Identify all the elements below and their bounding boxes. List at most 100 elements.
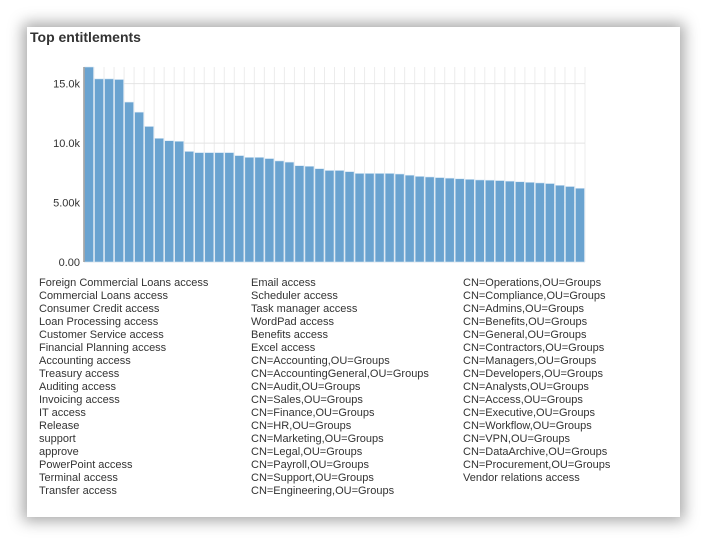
bar: [474, 179, 485, 263]
x-tick-label: CN=Operations,OU=Groups: [463, 277, 602, 289]
x-tick-label: CN=Payroll,OU=Groups: [251, 459, 369, 471]
x-tick-label: CN=AccountingGeneral,OU=Groups: [251, 368, 429, 380]
x-tick-label: CN=Accounting,OU=Groups: [251, 355, 390, 367]
bar: [124, 101, 134, 263]
x-tick-label: Invoicing access: [39, 394, 120, 406]
bar: [324, 170, 335, 263]
x-tick-label: Scheduler access: [251, 290, 338, 302]
y-tick-label: 0.00: [59, 257, 80, 269]
bar: [525, 182, 535, 263]
x-tick-label: Vendor relations access: [463, 472, 580, 484]
x-tick-label: CN=Marketing,OU=Groups: [251, 433, 384, 445]
x-tick-label: CN=DataArchive,OU=Groups: [463, 446, 608, 458]
x-tick-label: CN=Support,OU=Groups: [251, 472, 374, 484]
x-tick-label: CN=Access,OU=Groups: [463, 394, 583, 406]
x-tick-label: WordPad access: [251, 316, 334, 328]
bar: [505, 180, 515, 263]
panel-title: Top entitlements: [30, 29, 141, 45]
bar: [304, 165, 315, 263]
bar: [244, 157, 255, 263]
bar: [384, 173, 395, 263]
bar: [404, 174, 415, 263]
x-tick-label: CN=Compliance,OU=Groups: [463, 290, 606, 302]
bar: [354, 173, 365, 263]
bar: [154, 138, 164, 263]
x-tick-label: PowerPoint access: [39, 459, 133, 471]
bar: [254, 157, 265, 263]
bar: [545, 183, 555, 263]
bar: [164, 140, 174, 263]
bar: [484, 179, 495, 263]
bar: [565, 186, 575, 263]
x-tick-label: CN=Legal,OU=Groups: [251, 446, 363, 458]
bar: [184, 151, 195, 263]
x-tick-label: CN=General,OU=Groups: [463, 329, 587, 341]
bar: [134, 111, 144, 263]
bar: [224, 152, 235, 263]
bar: [575, 187, 585, 263]
bar: [264, 158, 275, 263]
chart-panel: Top entitlements 0.00 5.00k 10.0k 15.0k For…: [27, 27, 680, 517]
x-tick-label: Loan Processing access: [39, 316, 159, 328]
bar: [194, 152, 205, 263]
x-tick-label: CN=Analysts,OU=Groups: [463, 381, 589, 393]
x-tick-label: Customer Service access: [39, 329, 164, 341]
bar: [144, 126, 154, 263]
bar: [394, 173, 405, 263]
bar: [364, 173, 375, 263]
y-tick-label: 5.00k: [53, 198, 80, 210]
x-tick-label: CN=Sales,OU=Groups: [251, 394, 363, 406]
x-tick-label: CN=Finance,OU=Groups: [251, 407, 375, 419]
x-tick-label: Accounting access: [39, 355, 131, 367]
bar: [114, 79, 124, 263]
bar: [234, 155, 245, 263]
y-tick-label: 10.0k: [53, 138, 80, 150]
bar: [314, 168, 325, 263]
x-tick-label: CN=Workflow,OU=Groups: [463, 420, 592, 432]
bar: [294, 165, 305, 263]
bar: [515, 181, 525, 263]
x-category-labels: Foreign Commercial Loans access Commercia…: [39, 277, 675, 502]
bar: [414, 176, 425, 263]
x-tick-label: Excel access: [251, 342, 316, 354]
x-tick-label: Consumer Credit access: [39, 303, 160, 315]
x-tick-label: CN=Procurement,OU=Groups: [463, 459, 611, 471]
x-tick-label: Transfer access: [39, 485, 117, 497]
x-tick-label: Task manager access: [251, 303, 358, 315]
bar: [454, 178, 465, 263]
bar: [94, 78, 104, 263]
x-tick-label: Release: [39, 420, 80, 432]
x-tick-label: Benefits access: [251, 329, 329, 341]
x-tick-label: CN=Developers,OU=Groups: [463, 368, 604, 380]
bar: [284, 161, 295, 263]
x-tick-label: Foreign Commercial Loans access: [39, 277, 209, 289]
x-tick-label: CN=Engineering,OU=Groups: [251, 485, 395, 497]
bar: [374, 173, 385, 263]
y-tick-label: 15.0k: [53, 79, 80, 91]
x-tick-label: Commercial Loans access: [39, 290, 168, 302]
bar: [535, 182, 545, 263]
bar: [84, 66, 94, 263]
x-tick-label: CN=VPN,OU=Groups: [463, 433, 570, 445]
x-tick-label: CN=HR,OU=Groups: [251, 420, 352, 432]
bar: [434, 177, 445, 263]
x-tick-label: support: [39, 433, 76, 445]
bar: [464, 179, 475, 263]
bar: [424, 176, 435, 263]
bar: [444, 177, 455, 263]
x-tick-label: CN=Admins,OU=Groups: [463, 303, 585, 315]
x-tick-label: CN=Audit,OU=Groups: [251, 381, 361, 393]
x-tick-label: Treasury access: [39, 368, 120, 380]
x-tick-label: Auditing access: [39, 381, 117, 393]
x-tick-label: CN=Contractors,OU=Groups: [463, 342, 605, 354]
bar: [104, 78, 114, 263]
x-tick-label: CN=Managers,OU=Groups: [463, 355, 597, 367]
x-tick-label: Terminal access: [39, 472, 118, 484]
x-tick-label: CN=Benefits,OU=Groups: [463, 316, 588, 328]
bar: [204, 152, 215, 263]
x-tick-label: Financial Planning access: [39, 342, 167, 354]
bar: [495, 180, 505, 263]
bar: [274, 160, 285, 263]
x-tick-label: Email access: [251, 277, 316, 289]
bar: [214, 152, 225, 263]
